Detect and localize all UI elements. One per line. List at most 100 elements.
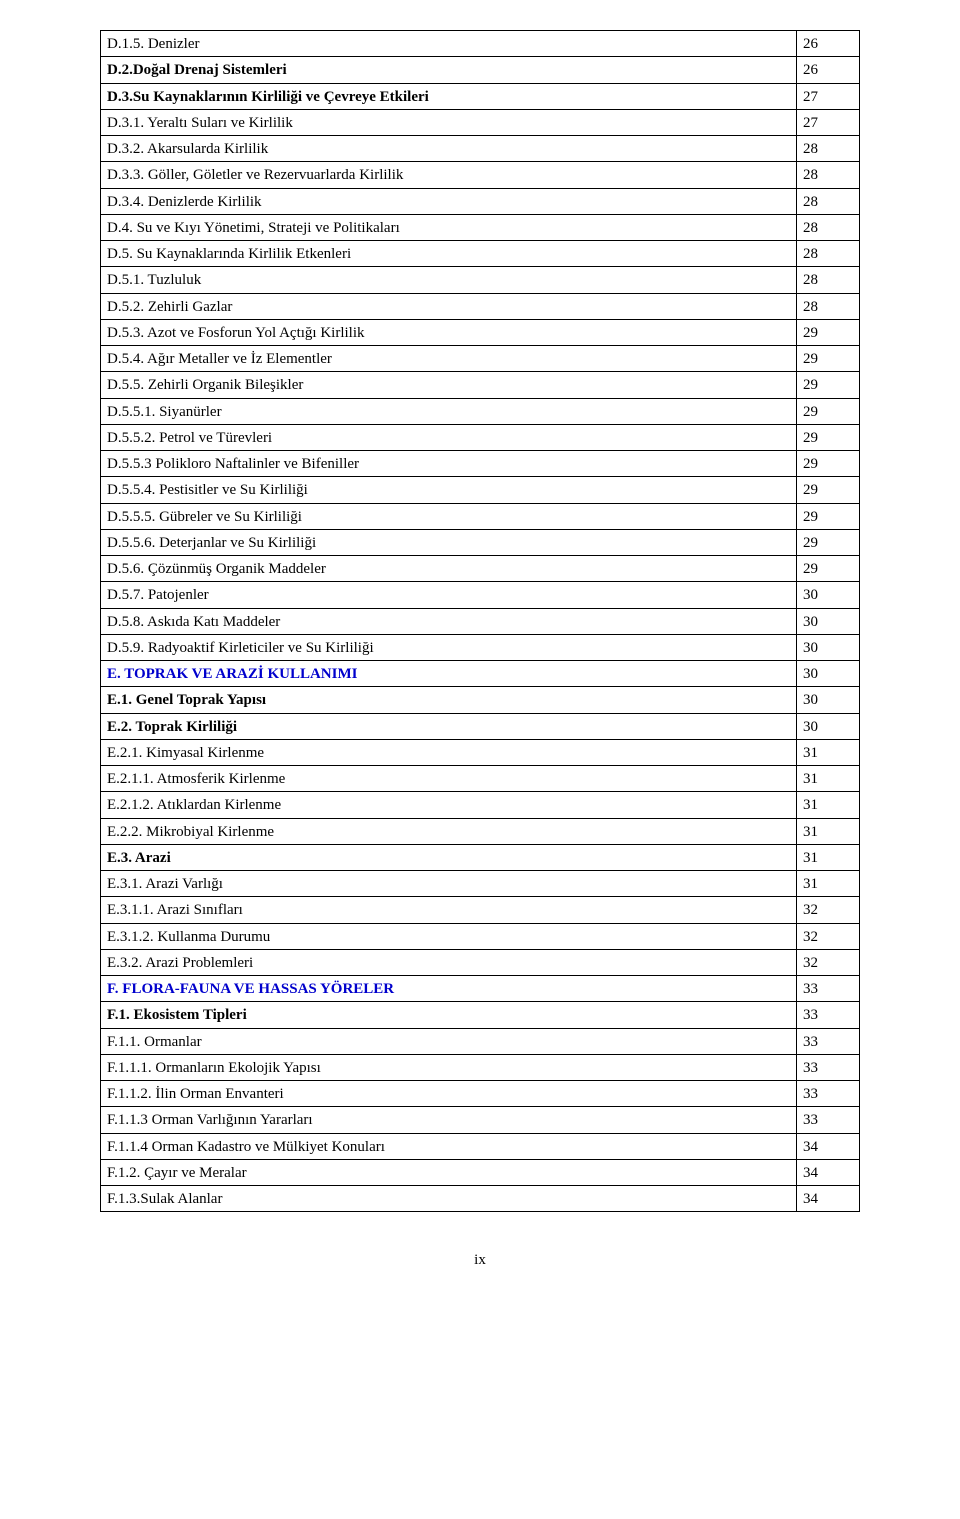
table-row: F.1.2. Çayır ve Meralar34 — [101, 1159, 860, 1185]
toc-entry-label: D.5.3. Azot ve Fosforun Yol Açtığı Kirli… — [101, 319, 797, 345]
toc-entry-page: 32 — [797, 897, 860, 923]
toc-entry-label: D.5.9. Radyoaktif Kirleticiler ve Su Kir… — [101, 634, 797, 660]
toc-entry-page: 27 — [797, 109, 860, 135]
table-row: D.1.5. Denizler26 — [101, 31, 860, 57]
toc-entry-label: E.3. Arazi — [101, 844, 797, 870]
toc-entry-label: D.3.2. Akarsularda Kirlilik — [101, 136, 797, 162]
toc-entry-page: 30 — [797, 661, 860, 687]
toc-entry-page: 33 — [797, 1107, 860, 1133]
table-row: E.2.1.2. Atıklardan Kirlenme31 — [101, 792, 860, 818]
toc-entry-label: E.3.1.2. Kullanma Durumu — [101, 923, 797, 949]
toc-entry-page: 34 — [797, 1186, 860, 1212]
table-row: E.2.2. Mikrobiyal Kirlenme31 — [101, 818, 860, 844]
toc-entry-page: 31 — [797, 766, 860, 792]
table-row: D.5.5.6. Deterjanlar ve Su Kirliliği29 — [101, 529, 860, 555]
toc-entry-page: 29 — [797, 346, 860, 372]
table-row: D.3.3. Göller, Göletler ve Rezervuarlard… — [101, 162, 860, 188]
table-row: E.3.1. Arazi Varlığı31 — [101, 871, 860, 897]
toc-entry-page: 31 — [797, 871, 860, 897]
table-row: E.3.2. Arazi Problemleri32 — [101, 949, 860, 975]
table-row: D.3.4. Denizlerde Kirlilik28 — [101, 188, 860, 214]
table-row: D.5.9. Radyoaktif Kirleticiler ve Su Kir… — [101, 634, 860, 660]
table-row: D.5.5. Zehirli Organik Bileşikler29 — [101, 372, 860, 398]
table-row: D.3.2. Akarsularda Kirlilik28 — [101, 136, 860, 162]
toc-entry-label: E.3.1.1. Arazi Sınıfları — [101, 897, 797, 923]
table-row: E.2.1.1. Atmosferik Kirlenme31 — [101, 766, 860, 792]
toc-entry-page: 32 — [797, 949, 860, 975]
toc-entry-page: 26 — [797, 31, 860, 57]
toc-entry-label: D.1.5. Denizler — [101, 31, 797, 57]
toc-entry-page: 28 — [797, 241, 860, 267]
toc-entry-label: E.2. Toprak Kirliliği — [101, 713, 797, 739]
toc-entry-page: 29 — [797, 556, 860, 582]
table-row: D.5.1. Tuzluluk28 — [101, 267, 860, 293]
toc-entry-page: 33 — [797, 1002, 860, 1028]
toc-entry-page: 30 — [797, 687, 860, 713]
table-row: E. TOPRAK VE ARAZİ KULLANIMI30 — [101, 661, 860, 687]
table-row: E.3. Arazi31 — [101, 844, 860, 870]
toc-entry-page: 29 — [797, 319, 860, 345]
toc-entry-label: D.5.5.2. Petrol ve Türevleri — [101, 424, 797, 450]
toc-entry-label: F.1. Ekosistem Tipleri — [101, 1002, 797, 1028]
table-row: D.5.8. Askıda Katı Maddeler30 — [101, 608, 860, 634]
table-row: F.1.1. Ormanlar33 — [101, 1028, 860, 1054]
toc-entry-label: D.2.Doğal Drenaj Sistemleri — [101, 57, 797, 83]
toc-entry-page: 34 — [797, 1159, 860, 1185]
table-row: E.1. Genel Toprak Yapısı30 — [101, 687, 860, 713]
toc-entry-label: D.5. Su Kaynaklarında Kirlilik Etkenleri — [101, 241, 797, 267]
toc-entry-page: 28 — [797, 136, 860, 162]
table-row: D.5.5.5. Gübreler ve Su Kirliliği29 — [101, 503, 860, 529]
toc-entry-label: F.1.1.1. Ormanların Ekolojik Yapısı — [101, 1054, 797, 1080]
toc-entry-label: F.1.2. Çayır ve Meralar — [101, 1159, 797, 1185]
toc-entry-label: D.5.5.3 Polikloro Naftalinler ve Bifenil… — [101, 451, 797, 477]
toc-entry-page: 29 — [797, 372, 860, 398]
table-row: F.1. Ekosistem Tipleri33 — [101, 1002, 860, 1028]
table-row: D.4. Su ve Kıyı Yönetimi, Strateji ve Po… — [101, 214, 860, 240]
table-row: E.3.1.1. Arazi Sınıfları32 — [101, 897, 860, 923]
toc-entry-page: 31 — [797, 844, 860, 870]
table-row: D.5.5.4. Pestisitler ve Su Kirliliği29 — [101, 477, 860, 503]
toc-entry-label: E.2.1.2. Atıklardan Kirlenme — [101, 792, 797, 818]
toc-entry-label: E. TOPRAK VE ARAZİ KULLANIMI — [101, 661, 797, 687]
toc-entry-label: F. FLORA-FAUNA VE HASSAS YÖRELER — [101, 976, 797, 1002]
table-row: D.3.Su Kaynaklarının Kirliliği ve Çevrey… — [101, 83, 860, 109]
toc-entry-page: 28 — [797, 188, 860, 214]
table-row: F. FLORA-FAUNA VE HASSAS YÖRELER33 — [101, 976, 860, 1002]
toc-entry-label: D.5.5. Zehirli Organik Bileşikler — [101, 372, 797, 398]
toc-entry-label: D.5.5.1. Siyanürler — [101, 398, 797, 424]
toc-entry-page: 29 — [797, 477, 860, 503]
table-row: D.5.6. Çözünmüş Organik Maddeler29 — [101, 556, 860, 582]
table-row: D.5.7. Patojenler30 — [101, 582, 860, 608]
toc-entry-page: 29 — [797, 529, 860, 555]
toc-entry-page: 30 — [797, 634, 860, 660]
toc-entry-label: D.3.Su Kaynaklarının Kirliliği ve Çevrey… — [101, 83, 797, 109]
toc-entry-label: D.3.4. Denizlerde Kirlilik — [101, 188, 797, 214]
table-row: D.5. Su Kaynaklarında Kirlilik Etkenleri… — [101, 241, 860, 267]
table-row: F.1.1.2. İlin Orman Envanteri33 — [101, 1081, 860, 1107]
toc-entry-label: F.1.1.4 Orman Kadastro ve Mülkiyet Konul… — [101, 1133, 797, 1159]
table-row: D.5.3. Azot ve Fosforun Yol Açtığı Kirli… — [101, 319, 860, 345]
toc-entry-page: 30 — [797, 713, 860, 739]
toc-entry-label: E.3.1. Arazi Varlığı — [101, 871, 797, 897]
table-row: F.1.1.1. Ormanların Ekolojik Yapısı33 — [101, 1054, 860, 1080]
toc-entry-page: 31 — [797, 739, 860, 765]
toc-entry-label: F.1.3.Sulak Alanlar — [101, 1186, 797, 1212]
toc-entry-page: 30 — [797, 608, 860, 634]
table-row: D.5.5.2. Petrol ve Türevleri29 — [101, 424, 860, 450]
toc-entry-page: 31 — [797, 792, 860, 818]
toc-entry-label: D.5.8. Askıda Katı Maddeler — [101, 608, 797, 634]
toc-entry-label: D.5.5.6. Deterjanlar ve Su Kirliliği — [101, 529, 797, 555]
table-row: E.2. Toprak Kirliliği30 — [101, 713, 860, 739]
table-row: F.1.3.Sulak Alanlar34 — [101, 1186, 860, 1212]
toc-entry-page: 33 — [797, 976, 860, 1002]
toc-entry-page: 29 — [797, 398, 860, 424]
toc-entry-page: 27 — [797, 83, 860, 109]
toc-entry-page: 29 — [797, 451, 860, 477]
toc-entry-label: E.1. Genel Toprak Yapısı — [101, 687, 797, 713]
page-number-footer: ix — [100, 1252, 860, 1269]
table-row: D.5.5.1. Siyanürler29 — [101, 398, 860, 424]
table-row: D.5.2. Zehirli Gazlar28 — [101, 293, 860, 319]
toc-entry-page: 33 — [797, 1054, 860, 1080]
toc-entry-page: 33 — [797, 1081, 860, 1107]
toc-entry-page: 26 — [797, 57, 860, 83]
